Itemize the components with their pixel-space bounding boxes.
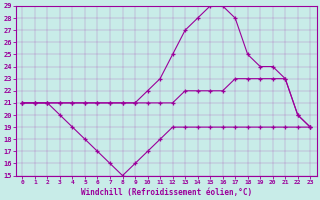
X-axis label: Windchill (Refroidissement éolien,°C): Windchill (Refroidissement éolien,°C) [81,188,252,197]
